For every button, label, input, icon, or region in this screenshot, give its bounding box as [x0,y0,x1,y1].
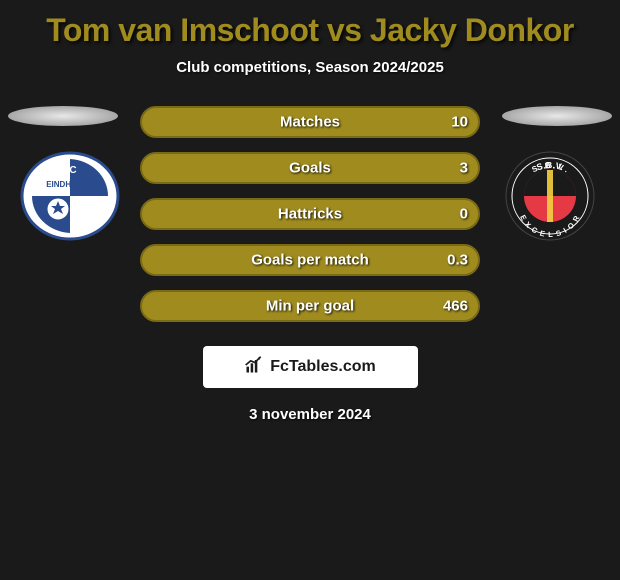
pedestal-right [502,106,612,126]
stat-value-right: 0.3 [447,252,468,269]
stat-row: Hattricks 0 [140,198,480,230]
team-logo-left: FC EINDHOVEN [20,151,120,241]
comparison-title: Tom van Imschoot vs Jacky Donkor [0,0,620,49]
pedestal-left [8,106,118,126]
stat-bars: Matches 10 Goals 3 Hattricks 0 Goals per match… [140,106,480,322]
stat-value-right: 10 [451,114,468,131]
vs-separator: vs [319,12,370,48]
stat-row: Min per goal 466 [140,290,480,322]
stat-value-right: 3 [460,160,468,177]
stat-row: Goals 3 [140,152,480,184]
subtitle: Club competitions, Season 2024/2025 [0,59,620,76]
attribution-badge: FcTables.com [203,346,418,388]
team-logo-right: S.B.V. S . B . V . E X C E L S I O R [500,151,600,241]
excelsior-logo-icon: S.B.V. S . B . V . E X C E L S I O R [500,151,600,241]
stat-value-right: 466 [443,298,468,315]
attribution-text: FcTables.com [270,358,376,376]
player1-name: Tom van Imschoot [46,12,318,48]
svg-text:FC: FC [63,165,76,176]
stat-label: Goals per match [251,252,369,269]
player2-name: Jacky Donkor [370,12,574,48]
svg-text:EINDHOVEN: EINDHOVEN [46,180,94,189]
stat-row: Goals per match 0.3 [140,244,480,276]
comparison-content: FC EINDHOVEN S.B.V. [0,106,620,322]
stat-label: Matches [280,114,340,131]
stat-row: Matches 10 [140,106,480,138]
eindhoven-logo-icon: FC EINDHOVEN [20,151,120,241]
stat-label: Min per goal [266,298,354,315]
stat-label: Goals [289,160,331,177]
snapshot-date: 3 november 2024 [0,406,620,423]
stat-label: Hattricks [278,206,342,223]
chart-icon [244,355,264,380]
stat-value-right: 0 [460,206,468,223]
